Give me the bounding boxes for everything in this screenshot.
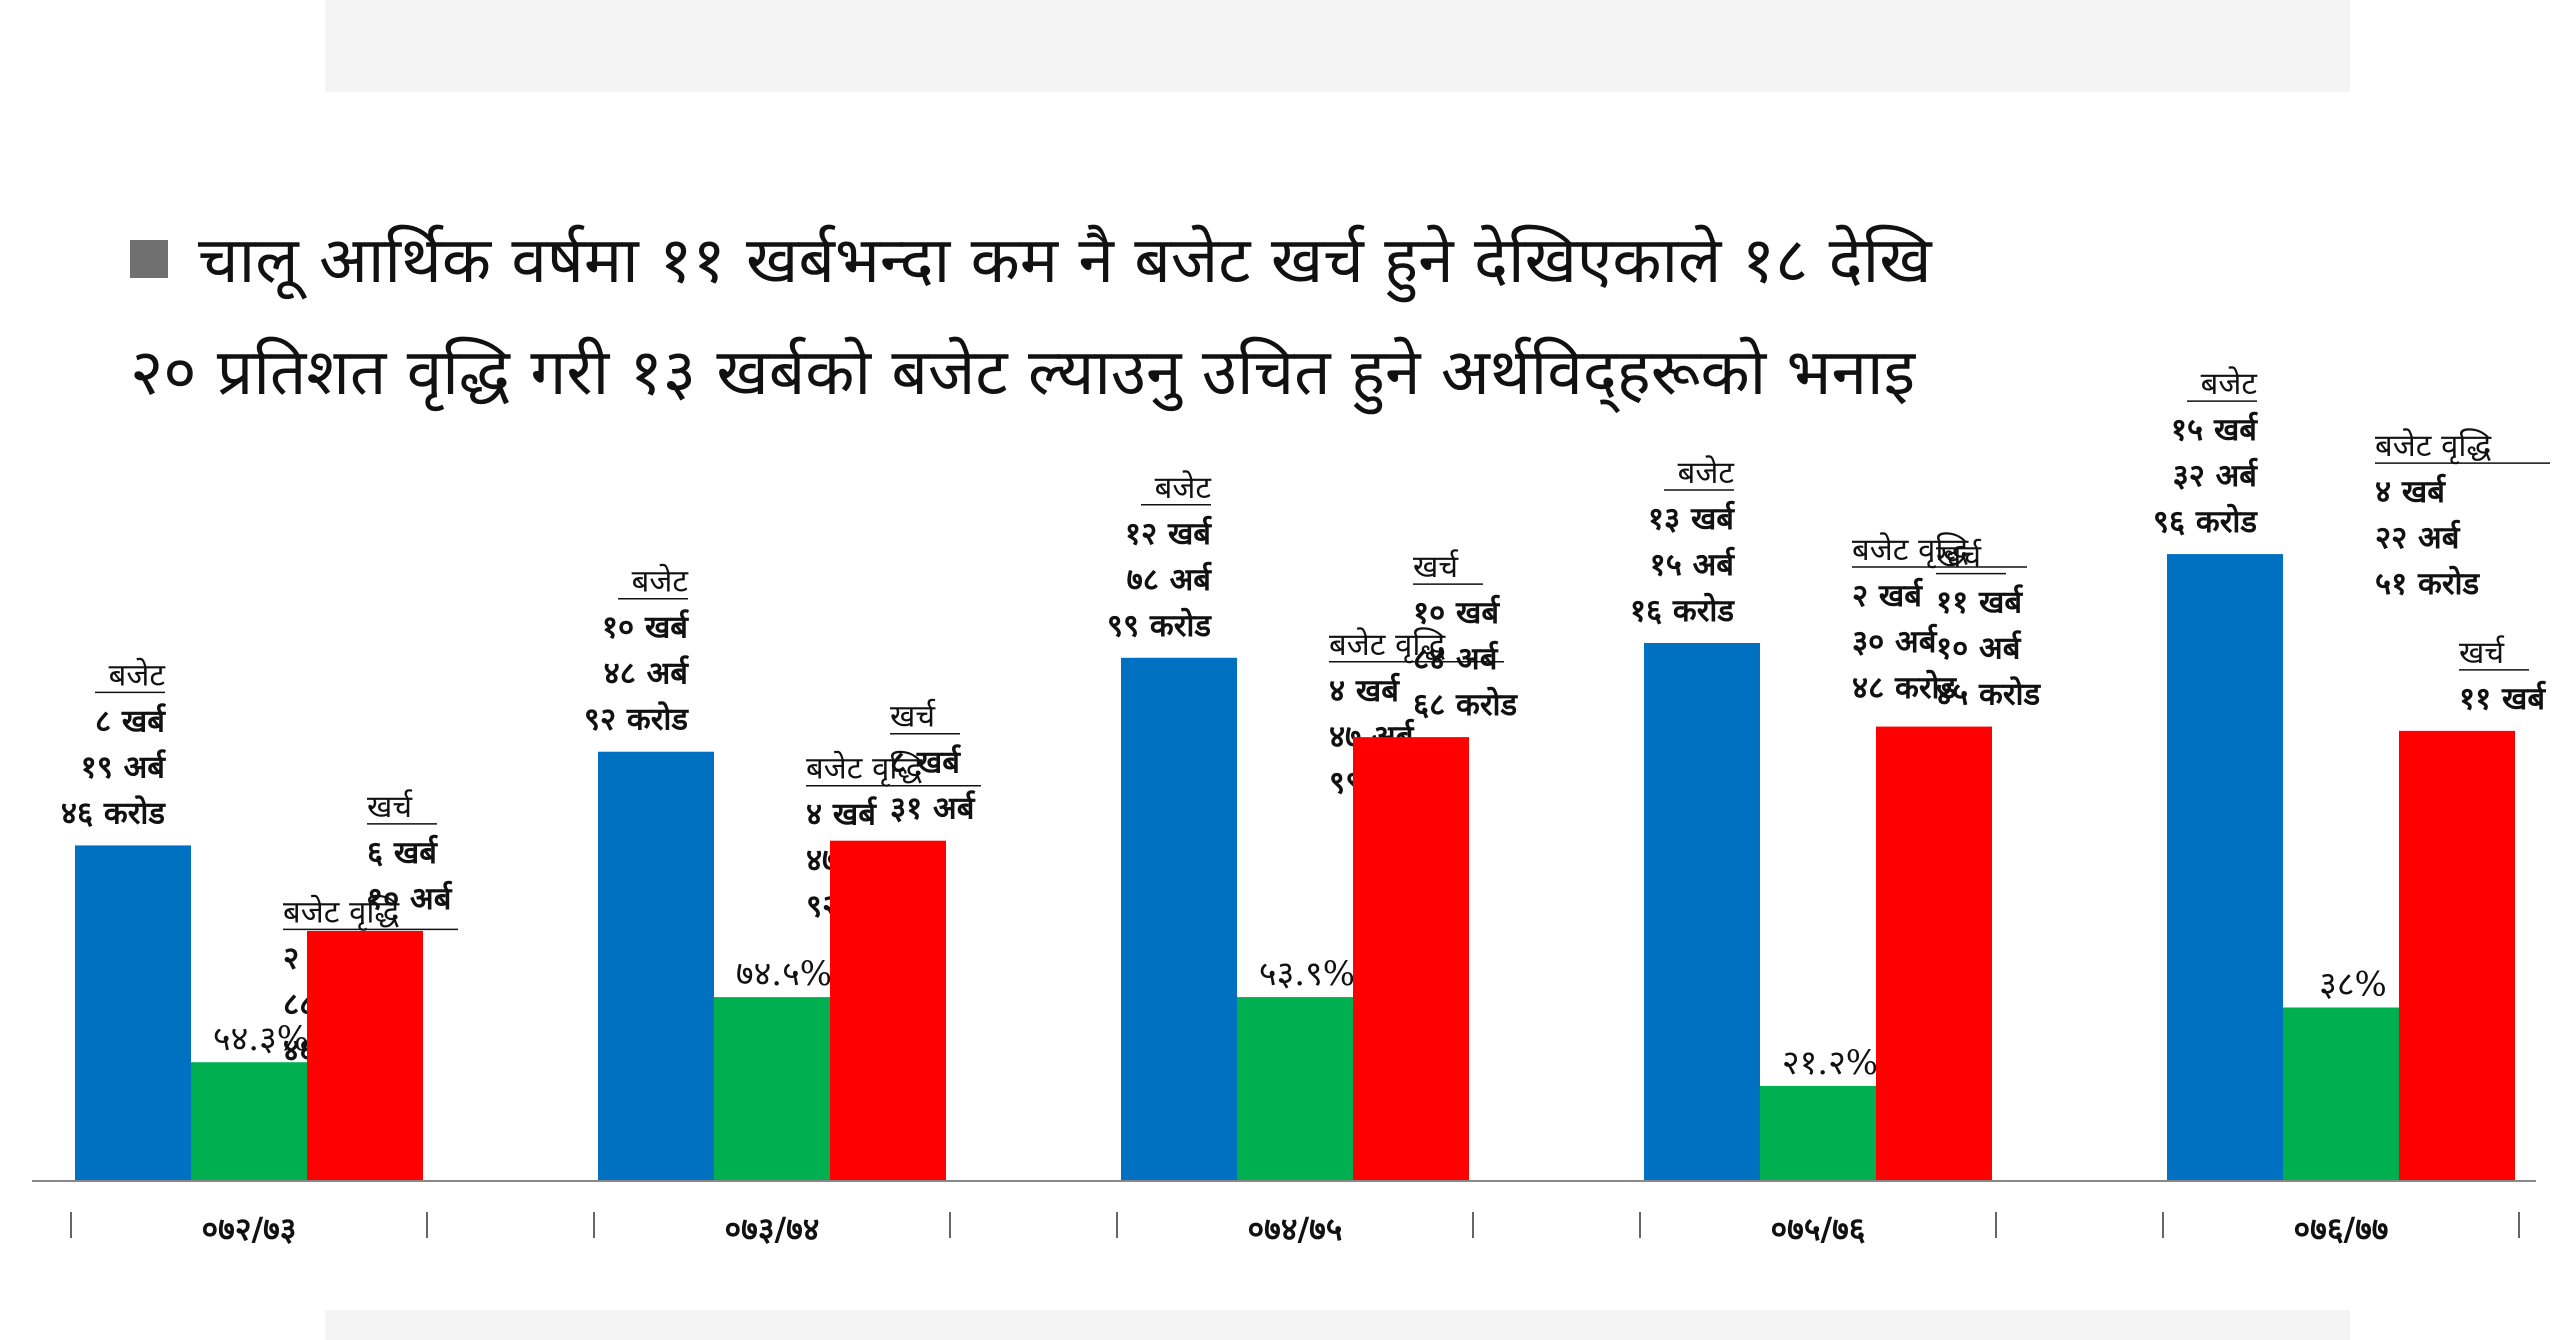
growth-value-label: ३० अर्ब — [1852, 623, 1938, 660]
budget-bar — [75, 845, 191, 1180]
expense-bar — [830, 840, 946, 1180]
expense-value-label: १० अर्ब — [367, 880, 453, 917]
budget-value-label: ८ खर्ब — [95, 702, 166, 739]
budget-value-label: १६ करोड — [1630, 592, 1736, 629]
budget-value-label: ४८ अर्ब — [604, 655, 690, 692]
expense-value-label: ४५ करोड — [1936, 676, 2042, 713]
growth-value-label: ४ खर्ब — [2375, 473, 2446, 510]
budget-value-label: १० खर्ब — [602, 609, 689, 646]
expense-value-label: ८ खर्ब — [890, 744, 961, 781]
title-line-1: चालू आर्थिक वर्षमा ११ खर्बभन्दा कम नै बज… — [130, 205, 2430, 317]
category-label: ०७३/७४ — [725, 1210, 820, 1248]
budget-value-label: ३२ अर्ब — [2173, 457, 2259, 494]
growth-percent-label: ५४.३% — [213, 1019, 309, 1059]
growth-value-label: ४८ करोड — [1852, 669, 1958, 706]
budget-bar — [598, 751, 714, 1180]
top-decorative-band — [325, 0, 2350, 92]
expense-value-label: ३१ अर्ब — [890, 790, 976, 827]
expense-label-heading: खर्च — [890, 699, 936, 735]
expense-label-heading: खर्च — [1936, 539, 1982, 575]
category-label: ०७६/७७ — [2294, 1210, 2389, 1248]
expense-label-heading: खर्च — [367, 789, 413, 825]
budget-value-label: ९९ करोड — [1107, 607, 1213, 644]
growth-percent-label: ७४.५% — [736, 954, 832, 994]
title-line-2: २० प्रतिशत वृद्धि गरी १३ खर्बको बजेट ल्य… — [130, 336, 1916, 410]
budget-label-heading: बजेट — [632, 564, 690, 600]
expense-value-label: ११ खर्ब — [2459, 680, 2546, 717]
expense-bar — [1876, 726, 1992, 1180]
category-label: ०७२/७३ — [202, 1210, 297, 1248]
growth-bar — [1760, 1085, 1876, 1180]
growth-percent-label: २१.२% — [1782, 1043, 1878, 1083]
bottom-decorative-band — [325, 1310, 2350, 1340]
budget-bar — [1121, 657, 1237, 1180]
budget-label-heading: बजेट — [109, 657, 167, 693]
budget-value-label: १५ खर्ब — [2171, 411, 2258, 448]
growth-value-label: २ खर्ब — [1852, 577, 1923, 614]
growth-value-label: ५१ करोड — [2375, 565, 2481, 602]
growth-label-heading: बजेट वृद्धि — [1329, 627, 1446, 664]
budget-value-label: ९२ करोड — [584, 701, 690, 738]
budget-value-label: ९६ करोड — [2153, 503, 2259, 540]
growth-label-heading: बजेट वृद्धि — [806, 751, 923, 788]
expense-value-label: १० खर्ब — [1413, 594, 1500, 631]
budget-value-label: १३ खर्ब — [1648, 500, 1735, 537]
growth-label-heading: बजेट वृद्धि — [1852, 532, 1969, 569]
title-text-1: चालू आर्थिक वर्षमा ११ खर्बभन्दा कम नै बज… — [198, 224, 1932, 298]
growth-bar — [191, 1062, 307, 1180]
expense-bar — [307, 930, 423, 1180]
budget-value-label: ४६ करोड — [61, 794, 167, 831]
growth-value-label: ४ खर्ब — [806, 796, 877, 833]
growth-percent-label: ५३.९% — [1259, 954, 1355, 994]
budget-value-label: १५ अर्ब — [1650, 546, 1736, 583]
growth-value-label: ४ खर्ब — [1329, 672, 1400, 709]
square-bullet-icon — [130, 240, 168, 278]
budget-value-label: ७८ अर्ब — [1127, 561, 1213, 598]
budget-label-heading: बजेट — [2201, 366, 2259, 402]
budget-value-label: १२ खर्ब — [1125, 515, 1212, 552]
expense-value-label: ६ खर्ब — [367, 834, 438, 871]
budget-bar — [1644, 643, 1760, 1180]
expense-bar — [1353, 737, 1469, 1180]
growth-bar — [714, 997, 830, 1180]
growth-bar — [2283, 1007, 2399, 1180]
growth-value-label: २२ अर्ब — [2375, 519, 2461, 556]
expense-value-label: ६८ करोड — [1413, 686, 1519, 723]
expense-value-label: १० अर्ब — [1936, 630, 2022, 667]
budget-bar — [2167, 554, 2283, 1180]
expense-bar — [2399, 730, 2515, 1180]
chart-title: चालू आर्थिक वर्षमा ११ खर्बभन्दा कम नै बज… — [130, 205, 2430, 429]
budget-label-heading: बजेट — [1678, 455, 1736, 491]
expense-label-heading: खर्च — [2459, 635, 2505, 671]
growth-label-heading: बजेट वृद्धि — [2375, 428, 2492, 465]
category-label: ०७५/७६ — [1771, 1210, 1866, 1248]
expense-value-label: ११ खर्ब — [1936, 584, 2023, 621]
budget-label-heading: बजेट — [1155, 470, 1213, 506]
expense-label-heading: खर्च — [1413, 549, 1459, 585]
budget-value-label: १९ अर्ब — [81, 748, 167, 785]
growth-percent-label: ३८% — [2319, 964, 2387, 1004]
growth-bar — [1237, 997, 1353, 1180]
growth-label-heading: बजेट वृद्धि — [283, 894, 400, 931]
category-label: ०७४/७५ — [1248, 1210, 1343, 1248]
expense-value-label: ८४ अर्ब — [1413, 640, 1499, 677]
